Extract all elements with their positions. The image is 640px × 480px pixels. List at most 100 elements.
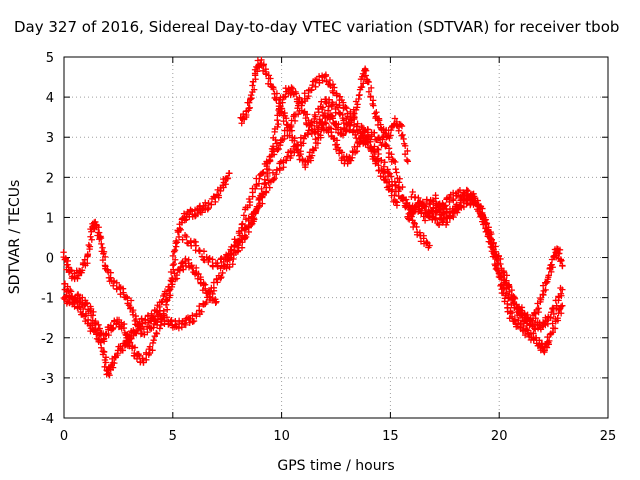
- data-point: [315, 124, 322, 131]
- series-track-3: [60, 208, 259, 338]
- data-point: [264, 172, 271, 180]
- data-point: [388, 173, 395, 180]
- data-point: [256, 175, 263, 182]
- data-point: [245, 99, 253, 106]
- data-point: [198, 308, 205, 315]
- data-point: [192, 242, 200, 249]
- data-point: [415, 194, 422, 202]
- data-point: [251, 72, 259, 79]
- data-point: [311, 129, 318, 136]
- data-point: [250, 86, 258, 93]
- data-point: [256, 200, 264, 207]
- data-point: [271, 175, 278, 182]
- data-point: [262, 188, 270, 195]
- data-point: [166, 285, 174, 293]
- data-point: [274, 146, 281, 154]
- data-point: [541, 348, 548, 356]
- data-point: [479, 209, 486, 217]
- data-point: [219, 269, 226, 277]
- data-point: [554, 315, 561, 322]
- data-point: [129, 308, 136, 316]
- data-point: [493, 255, 500, 263]
- data-point: [99, 256, 107, 264]
- data-point: [364, 139, 371, 146]
- data-point: [370, 147, 378, 155]
- data-point: [238, 244, 246, 251]
- data-point: [385, 169, 392, 177]
- data-point: [337, 126, 344, 133]
- data-point: [324, 107, 332, 114]
- series-track-9: [408, 188, 566, 356]
- data-point: [481, 219, 489, 226]
- data-point: [183, 233, 190, 241]
- data-point: [318, 120, 325, 127]
- data-point: [395, 187, 402, 195]
- data-point: [390, 157, 397, 164]
- data-point: [368, 133, 375, 140]
- data-point: [392, 182, 399, 190]
- data-point: [383, 141, 390, 149]
- y-tick-label: 1: [46, 211, 54, 226]
- series-track-10: [429, 192, 566, 328]
- data-point: [95, 229, 103, 236]
- data-marks: [60, 56, 566, 379]
- data-point: [393, 169, 400, 176]
- data-point: [251, 216, 258, 223]
- data-point: [523, 326, 530, 333]
- data-point: [401, 151, 409, 158]
- data-point: [349, 128, 357, 135]
- data-point: [268, 145, 276, 153]
- data-point: [274, 123, 281, 131]
- data-point: [235, 229, 243, 237]
- data-point: [546, 337, 553, 345]
- data-point: [375, 117, 383, 124]
- data-point: [226, 256, 234, 264]
- data-point: [188, 262, 195, 269]
- data-point: [548, 268, 555, 276]
- data-point: [226, 170, 233, 177]
- data-point: [110, 324, 117, 332]
- data-point: [222, 181, 229, 188]
- data-point: [175, 233, 183, 241]
- data-point: [557, 303, 565, 310]
- data-point: [338, 149, 346, 156]
- data-point: [61, 256, 69, 263]
- data-point: [379, 136, 386, 143]
- data-point: [378, 167, 385, 174]
- data-point: [82, 312, 89, 319]
- data-point: [170, 260, 178, 268]
- data-point: [238, 221, 246, 228]
- data-point: [156, 325, 163, 332]
- data-point: [97, 234, 105, 242]
- data-point: [314, 128, 321, 135]
- data-point: [532, 334, 540, 342]
- data-point: [269, 169, 277, 176]
- data-point: [374, 145, 381, 153]
- y-tick-label: 0: [46, 252, 54, 267]
- data-point: [153, 329, 160, 337]
- data-point: [66, 286, 74, 294]
- data-point: [283, 157, 290, 164]
- data-point: [113, 279, 120, 287]
- data-point: [104, 267, 111, 274]
- data-point: [497, 273, 505, 280]
- data-point: [96, 330, 104, 338]
- data-point: [242, 233, 250, 241]
- data-point: [222, 251, 230, 258]
- data-point: [317, 132, 324, 139]
- data-point: [297, 150, 304, 158]
- data-point: [154, 311, 162, 319]
- data-point: [400, 140, 408, 147]
- data-point: [367, 93, 374, 100]
- data-point: [79, 294, 86, 301]
- data-point: [96, 325, 103, 332]
- data-point: [375, 150, 382, 158]
- data-point: [267, 75, 274, 82]
- data-point: [190, 317, 198, 325]
- data-point: [470, 200, 478, 207]
- data-point: [276, 166, 283, 174]
- data-point: [150, 324, 157, 331]
- data-point: [182, 321, 189, 329]
- data-point: [126, 339, 134, 346]
